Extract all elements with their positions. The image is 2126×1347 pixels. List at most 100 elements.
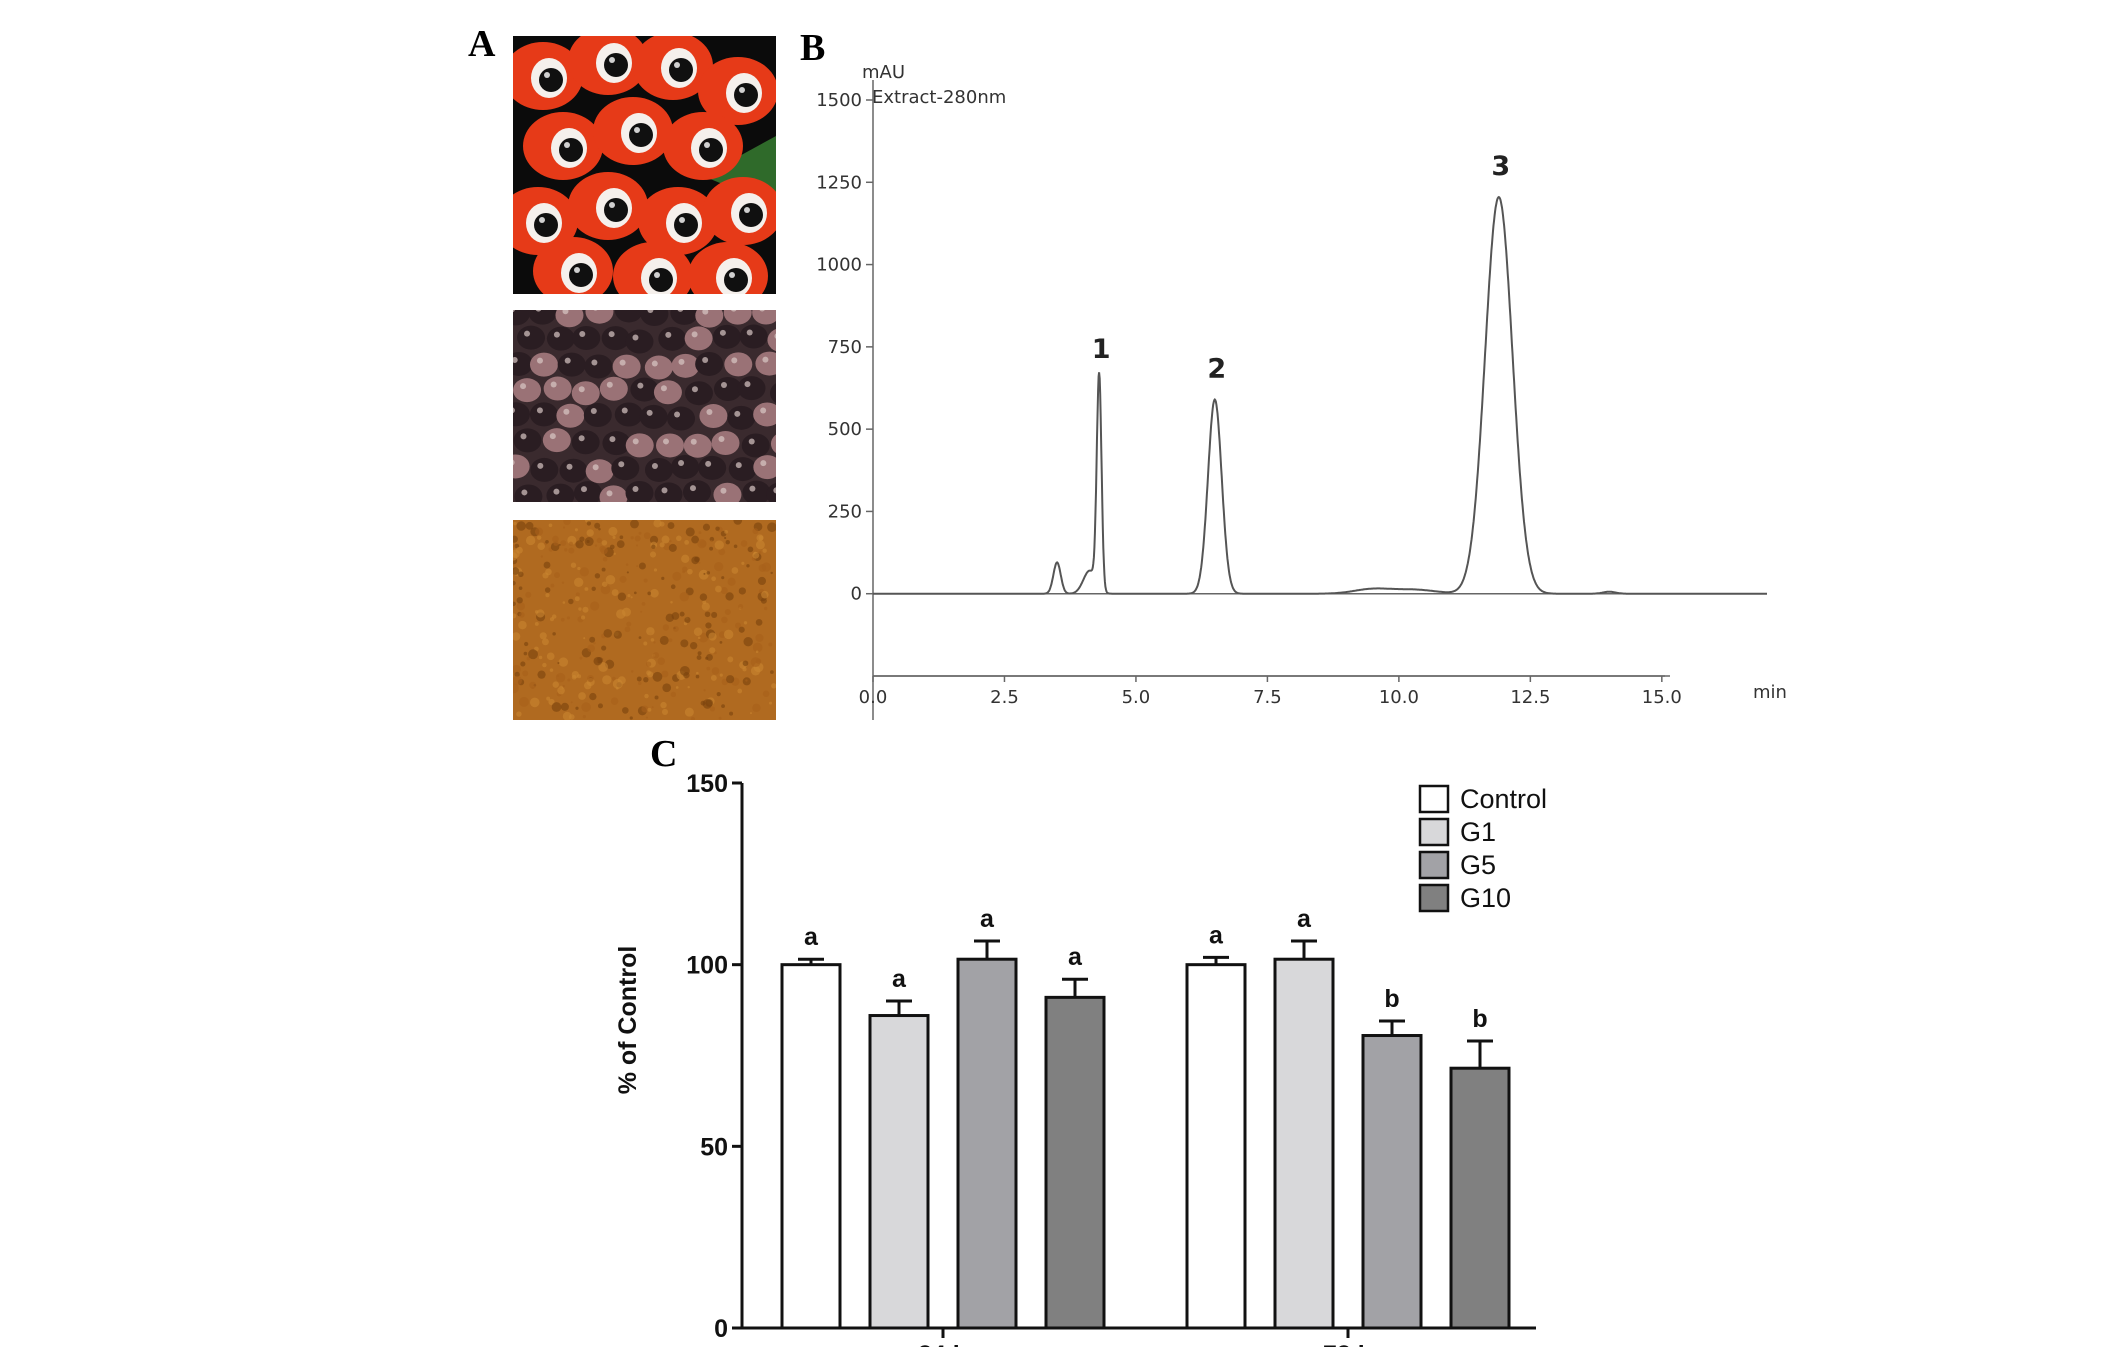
seed-shape (559, 458, 588, 483)
powder-speck (514, 671, 520, 678)
powder-speck (629, 716, 633, 720)
powder-speck (721, 576, 725, 580)
seed-shape (572, 325, 601, 350)
powder-speck (612, 678, 623, 689)
powder-speck (698, 569, 709, 580)
seed-shape (723, 310, 752, 325)
powder-speck (513, 664, 521, 674)
powder-speck (536, 609, 545, 618)
fruit-shape (633, 36, 713, 100)
seed-shape (640, 310, 669, 327)
powder-speck (698, 561, 701, 564)
powder-speck (603, 628, 613, 638)
seed-shape (752, 310, 776, 325)
powder-speck (568, 547, 575, 554)
seed-shape (728, 457, 757, 482)
fruit-shape (523, 112, 603, 180)
powder-speck (542, 572, 549, 579)
x-tick-label: 2.5 (990, 687, 1019, 708)
seed-shape (571, 430, 600, 455)
powder-speck (560, 702, 569, 711)
powder-speck (670, 584, 676, 590)
powder-speck (699, 593, 708, 601)
powder-speck (594, 573, 601, 579)
seed-shape (557, 352, 586, 377)
seed-shape (644, 457, 673, 482)
seed-shape (599, 376, 628, 401)
x-tick-label: 10.0 (1379, 687, 1419, 708)
powder-speck (546, 696, 551, 701)
seed-shape (753, 402, 776, 427)
powder-speck (747, 546, 754, 553)
seed-shape (712, 324, 741, 349)
powder-speck (670, 691, 677, 698)
powder-speck (516, 597, 523, 604)
powder-speck (594, 544, 598, 547)
powder-speck (597, 703, 603, 709)
powder-speck (643, 578, 648, 583)
powder-speck (715, 585, 722, 593)
powder-speck (668, 638, 673, 643)
powder-speck (552, 535, 559, 543)
seed-shape (655, 433, 684, 458)
powder-speck (761, 590, 769, 599)
seed-shape (599, 485, 628, 502)
powder-speck (636, 544, 639, 547)
powder-speck (578, 692, 586, 700)
powder-speck (752, 528, 759, 535)
seed-shape (573, 481, 602, 502)
powder-speck (720, 587, 728, 595)
powder-speck (726, 675, 735, 684)
powder-speck (715, 526, 720, 531)
y-tick-label: 0 (851, 584, 862, 605)
powder-speck (709, 647, 716, 654)
powder-speck (659, 635, 669, 645)
powder-speck (729, 711, 734, 716)
powder-speck (725, 592, 734, 601)
bar (1449, 1066, 1511, 1330)
seed-shape (601, 326, 630, 351)
powder-speck (529, 681, 537, 689)
powder-speck (534, 610, 539, 614)
powder-speck (579, 536, 585, 542)
seed-shape (584, 354, 613, 379)
seed-shape (713, 482, 742, 502)
powder-speck (735, 622, 742, 629)
powder-speck (675, 686, 679, 689)
bar (1044, 995, 1106, 1330)
powder-speck (613, 630, 622, 639)
powder-speck (573, 577, 584, 587)
powder-speck (608, 526, 618, 536)
fruit-shape (568, 36, 648, 95)
powder-speck (643, 677, 649, 683)
seed-shape (770, 434, 776, 454)
powder-speck (652, 671, 663, 682)
legend-swatch (1418, 817, 1450, 847)
powder-speck (598, 527, 601, 531)
chromatogram-trace (873, 195, 1767, 595)
fruit-shape (568, 172, 648, 240)
powder-speck (518, 571, 524, 578)
powder-speck (545, 593, 550, 598)
powder-speck (711, 611, 718, 619)
legend-label: G5 (1460, 850, 1496, 880)
bar-control-1: a (1185, 921, 1247, 1330)
powder-speck (662, 624, 670, 631)
seed-shape (711, 430, 740, 455)
seed-shape (625, 329, 654, 354)
powder-speck (661, 708, 669, 715)
powder-speck (522, 670, 529, 677)
powder-speck (698, 632, 709, 643)
powder-speck (605, 574, 616, 585)
powder-speck (638, 531, 642, 535)
powder-speck (616, 540, 625, 549)
powder-speck (763, 606, 768, 611)
bar (868, 1014, 930, 1330)
seed-shape (513, 351, 533, 376)
chromatogram-xlabel: min (1753, 682, 1787, 703)
powder-speck (738, 603, 744, 610)
powder-speck (704, 611, 711, 618)
powder-speck (687, 568, 693, 575)
powder-speck (703, 689, 706, 692)
powder-speck (568, 598, 574, 605)
